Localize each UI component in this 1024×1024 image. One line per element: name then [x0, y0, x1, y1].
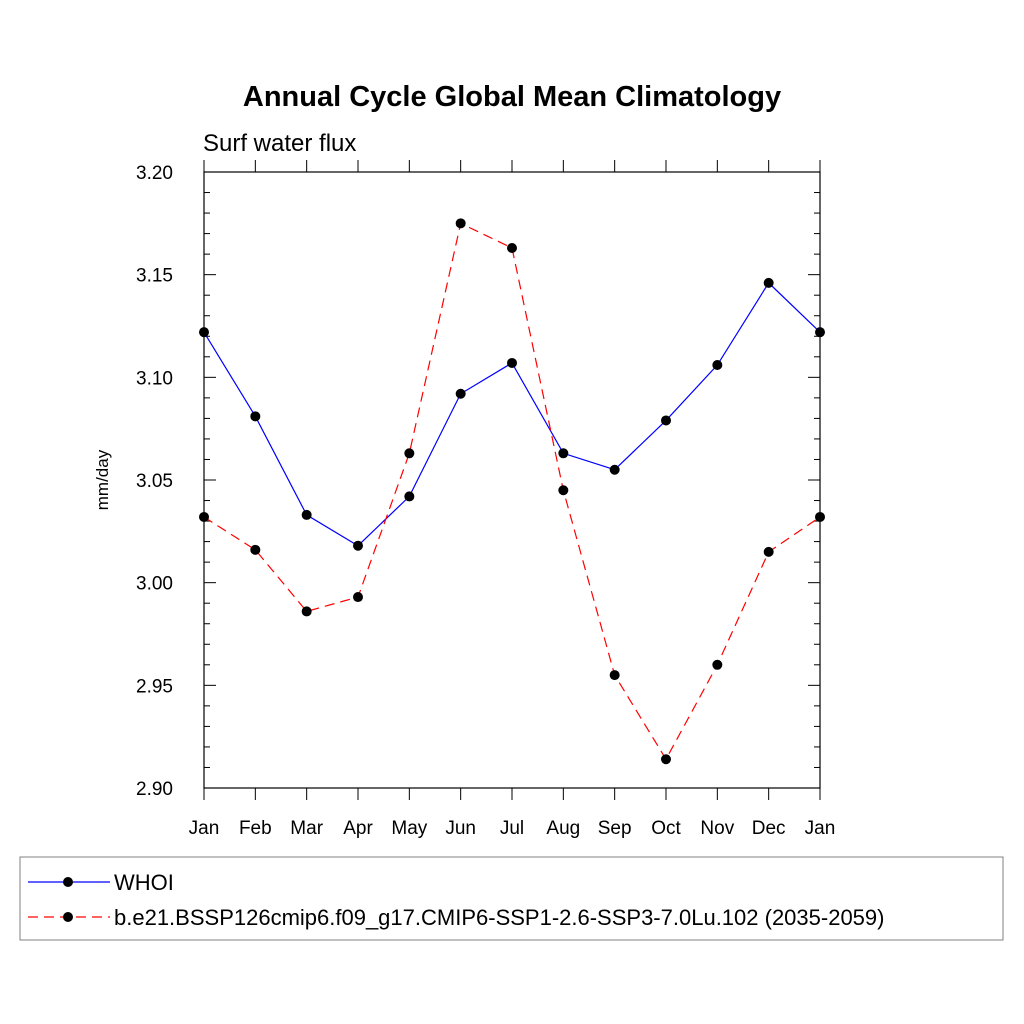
- series-0-point: [763, 277, 774, 288]
- series-1-point: [455, 218, 466, 229]
- series-1-point: [712, 659, 723, 670]
- legend-label-whoi: WHOI: [114, 870, 174, 895]
- series-0-point: [404, 491, 415, 502]
- y-tick-label: 3.05: [136, 471, 173, 492]
- series-1-point: [353, 592, 363, 603]
- series-1-point: [661, 754, 671, 765]
- x-tick-label: Apr: [343, 818, 373, 839]
- series-1-point: [250, 544, 261, 555]
- y-tick-label: 2.95: [136, 676, 173, 697]
- y-tick-label: 2.90: [136, 779, 173, 800]
- plot-frame: [203, 171, 821, 789]
- x-tick-label: Jul: [500, 818, 524, 839]
- series-0-point: [250, 411, 261, 422]
- y-tick-label: 3.00: [136, 574, 173, 595]
- x-tick-label: Jan: [805, 818, 836, 839]
- series-0-point: [558, 448, 569, 459]
- x-tick-labels: Jan Feb Mar Apr May Jun Jul Aug Sep Oct Nov Dec Jan: [189, 818, 836, 839]
- y-tick-label: 3.20: [136, 163, 173, 184]
- legend-marker-case: [63, 912, 73, 922]
- x-tick-label: Dec: [752, 818, 786, 839]
- x-tick-label: Jun: [445, 818, 476, 839]
- y-tick-labels: 2.90 2.95 3.00 3.05 3.10 3.15 3.20: [136, 163, 173, 800]
- x-tick-label: Oct: [651, 818, 681, 839]
- legend-entry-whoi: WHOI: [28, 870, 174, 895]
- series-1-point: [507, 242, 517, 253]
- y-tick-label: 3.15: [136, 266, 173, 287]
- series-0-point: [301, 509, 312, 520]
- series-0-point: [712, 360, 723, 371]
- x-tick-label: May: [391, 818, 427, 839]
- x-tick-label: Jan: [189, 818, 220, 839]
- series-line-0: [203, 281, 821, 547]
- x-tick-label: Sep: [598, 818, 632, 839]
- series-1-point: [763, 546, 774, 557]
- legend-marker-whoi: [63, 877, 73, 887]
- legend-label-case: b.e21.BSSP126cmip6.f09_g17.CMIP6-SSP1-2.…: [114, 905, 884, 930]
- series-0-point: [661, 415, 671, 426]
- series-1-point: [301, 606, 312, 617]
- axis-ticks: [203, 160, 821, 800]
- series-1-point: [404, 448, 415, 459]
- x-tick-label: Feb: [239, 818, 272, 839]
- series-1-point: [609, 670, 620, 681]
- chart-title: Annual Cycle Global Mean Climatology: [243, 81, 781, 113]
- x-tick-label: Nov: [700, 818, 734, 839]
- x-tick-label: Mar: [290, 818, 323, 839]
- legend-box: [19, 856, 1004, 941]
- series-0-point: [609, 464, 620, 475]
- legend-entry-case: b.e21.BSSP126cmip6.f09_g17.CMIP6-SSP1-2.…: [28, 905, 884, 930]
- series-0-point: [455, 388, 466, 399]
- chart-subtitle: Surf water flux: [203, 130, 356, 157]
- plot-series: [199, 218, 825, 765]
- series-1-point: [558, 485, 569, 496]
- series-line-1: [203, 222, 821, 761]
- series-0-point: [507, 357, 517, 368]
- legend: WHOI b.e21.BSSP126cmip6.f09_g17.CMIP6-SS…: [19, 856, 1004, 941]
- x-tick-label: Aug: [546, 818, 580, 839]
- series-0-point: [353, 540, 363, 551]
- y-tick-label: 3.10: [136, 368, 173, 389]
- y-axis-label: mm/day: [93, 449, 112, 510]
